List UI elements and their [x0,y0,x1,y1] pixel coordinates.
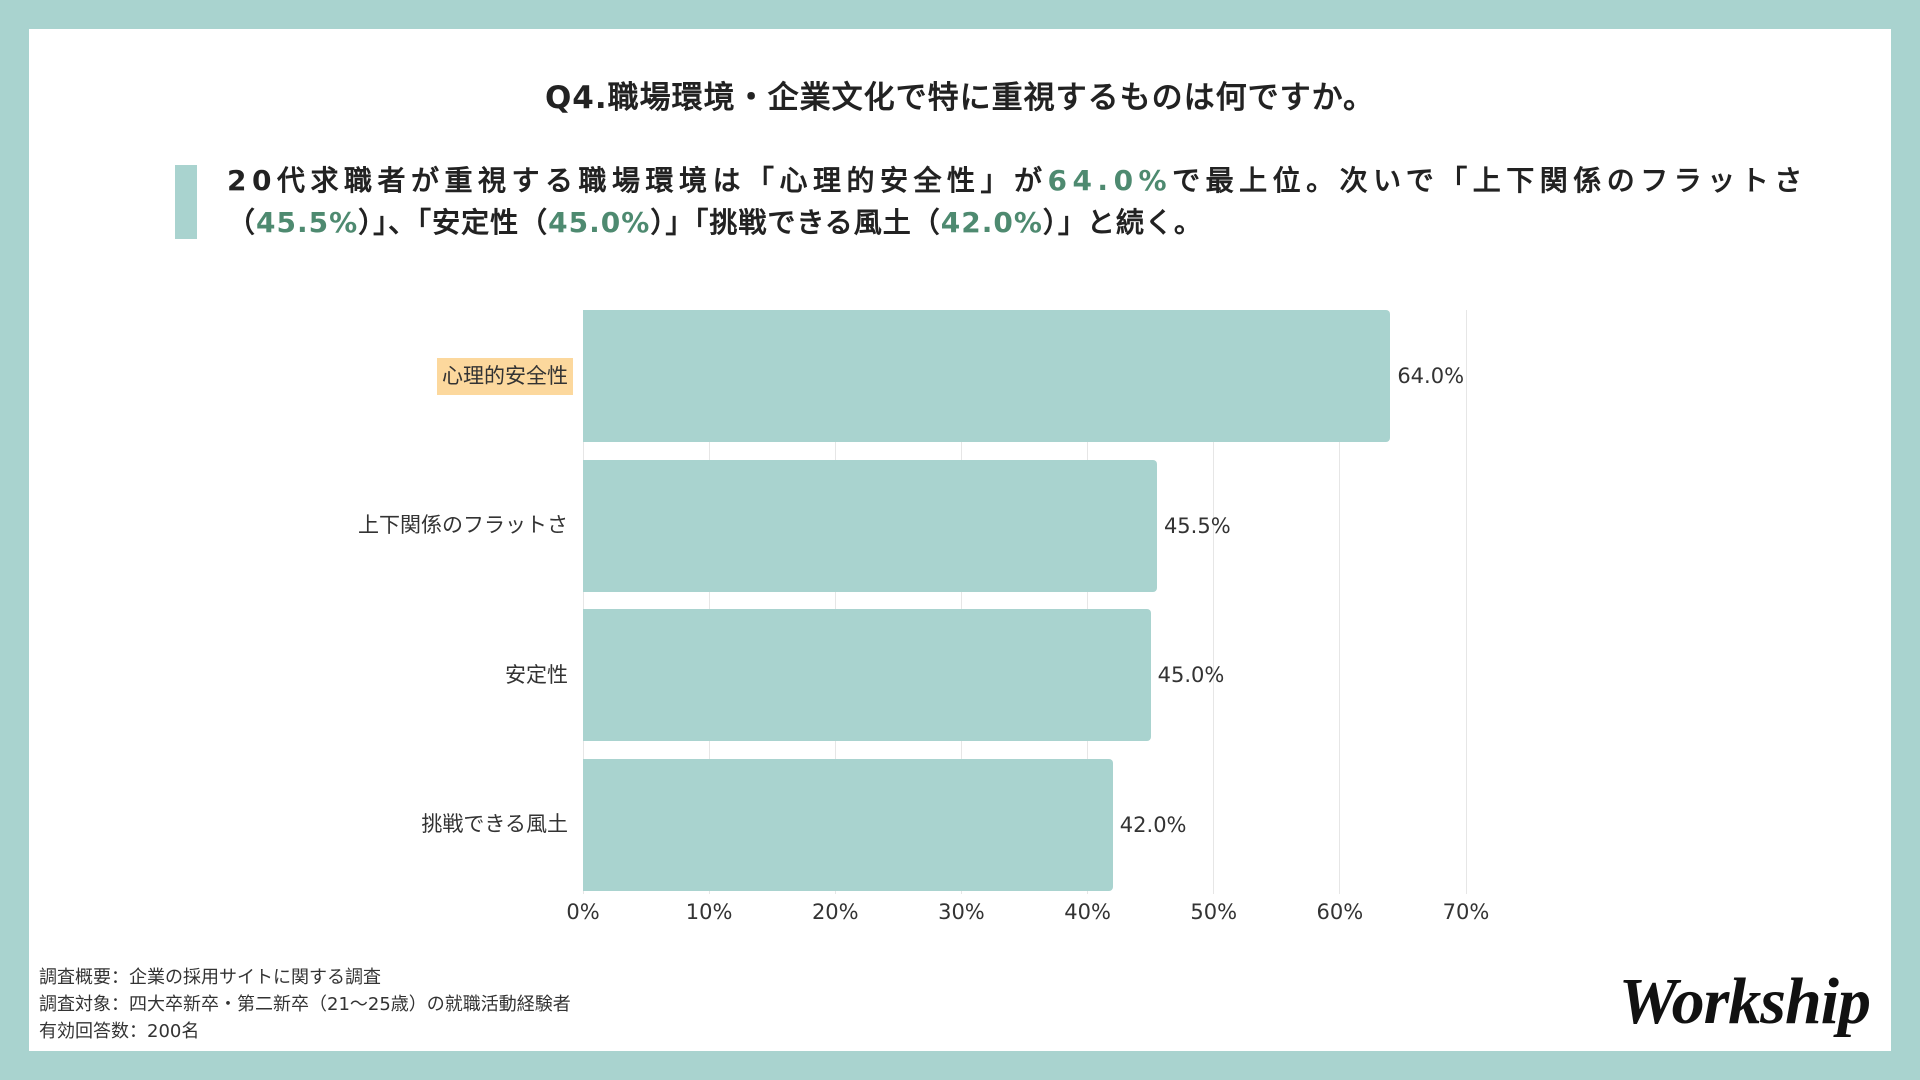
summary-text: （ [227,206,257,239]
summary-highlight-value: 45.5% [256,206,359,239]
summary-highlight-value: 42.0% [940,206,1043,239]
category-label-text: 挑戦できる風土 [421,812,568,836]
gridline [1213,310,1215,894]
x-tick-label: 60% [1316,900,1364,924]
gridline [582,310,584,894]
category-label: 挑戦できる風土 [0,759,573,891]
bar [583,459,1157,592]
x-tick-label: 70% [1442,900,1490,924]
gridline [834,310,836,894]
data-label: 42.0% [1119,812,1187,837]
x-tick-label: 10% [685,900,733,924]
summary-text: ）」と続く。 [1042,206,1203,239]
footnote-line: 有効回答数：200名 [39,1021,200,1042]
data-label: 64.0% [1397,364,1465,388]
footnote-line: 調査概要：企業の採用サイトに関する調査 [39,967,381,988]
bar [583,310,1391,442]
gridline [1465,310,1467,894]
category-label: 安定性 [0,609,573,741]
summary-highlight-value: 64.0% [1047,164,1173,197]
x-tick-label: 40% [1064,900,1111,924]
summary-text: 20代求職者が重視する職場環境は「心理的安全性」が [227,164,1048,197]
data-label: 45.0% [1157,663,1225,687]
summary-highlight-value: 45.0% [548,206,651,239]
x-tick-label: 20% [811,900,859,924]
gridline [960,310,962,894]
bar [583,609,1151,741]
category-label-text: 安定性 [505,662,568,687]
summary-line-1: 20代求職者が重視する職場環境は「心理的安全性」が64.0%で最上位。次いで「上… [227,160,1808,202]
summary-line-2: （45.5%）」、「安定性（45.0%）」「挑戦できる風土（42.0%）」と続く… [227,202,1203,244]
summary-accent-bar [175,165,197,239]
footnote-line: 調査対象：四大卒新卒・第二新卒（21〜25歳）の就職活動経験者 [39,994,571,1015]
gridline [1087,310,1089,894]
gridline [708,310,710,894]
category-label: 心理的安全性 [0,310,573,442]
survey-footnotes: 調査概要：企業の採用サイトに関する調査 調査対象：四大卒新卒・第二新卒（21〜2… [39,964,571,1045]
workship-logo: Workship [1618,965,1871,1038]
bar [583,758,1113,891]
x-tick-label: 30% [938,900,985,924]
summary-text: ）」、「安定性（ [358,206,549,239]
category-label-text: 心理的安全性 [437,357,573,395]
summary-text: で最上位。次いで「上下関係のフラットさ [1172,164,1808,197]
gridline [1339,310,1341,894]
data-label: 45.5% [1163,513,1231,538]
category-label-text: 上下関係のフラットさ [358,513,568,537]
x-tick-label: 0% [566,900,600,924]
category-label: 上下関係のフラットさ [0,460,573,592]
summary-text: ）」「挑戦できる風土（ [650,206,941,239]
question-title: Q4.職場環境・企業文化で特に重視するものは何ですか。 [544,80,1376,116]
x-tick-label: 50% [1190,900,1238,924]
